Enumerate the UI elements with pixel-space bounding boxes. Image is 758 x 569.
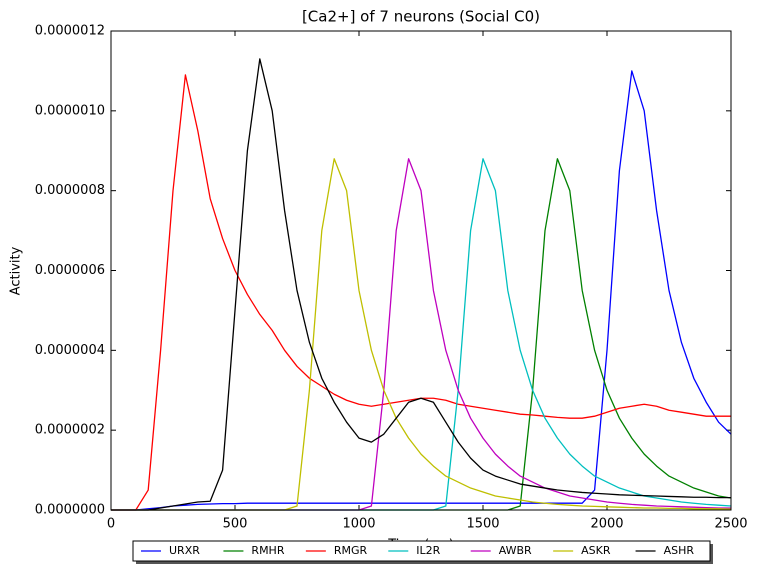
x-tick-label: 2000 [590,517,623,532]
y-tick-label: 0.0000000 [35,503,105,518]
legend-label: ASHR [664,544,695,557]
legend-label: ASKR [581,544,611,557]
chart-title: [Ca2+] of 7 neurons (Social C0) [302,8,540,26]
x-tick-label: 500 [223,517,248,532]
series-line [111,70,732,511]
y-tick-label: 0.0000008 [35,183,105,198]
y-tick-label: 0.0000002 [35,423,105,438]
legend: URXR RMHR RMGR IL2R AWBR ASKR ASHR [132,540,713,564]
y-tick-label: 0.0000012 [35,24,105,39]
legend-label: URXR [169,544,200,557]
legend-box [132,540,711,562]
y-tick-label: 0.0000004 [35,343,105,358]
legend-label: RMHR [251,544,284,557]
x-tick-label: 2500 [714,517,747,532]
x-tick-label: 0 [107,517,115,532]
x-tick-label: 1500 [466,517,499,532]
y-axis-label: Activity [9,246,24,295]
series-line [111,58,731,511]
legend-label: AWBR [499,544,532,557]
plot-frame [110,30,732,511]
y-tick-label: 0.0000006 [35,263,105,278]
x-tick-label: 1000 [342,517,375,532]
y-tick-label: 0.0000010 [35,103,105,118]
legend-label: IL2R [416,544,440,557]
legend-label: RMGR [334,544,368,557]
